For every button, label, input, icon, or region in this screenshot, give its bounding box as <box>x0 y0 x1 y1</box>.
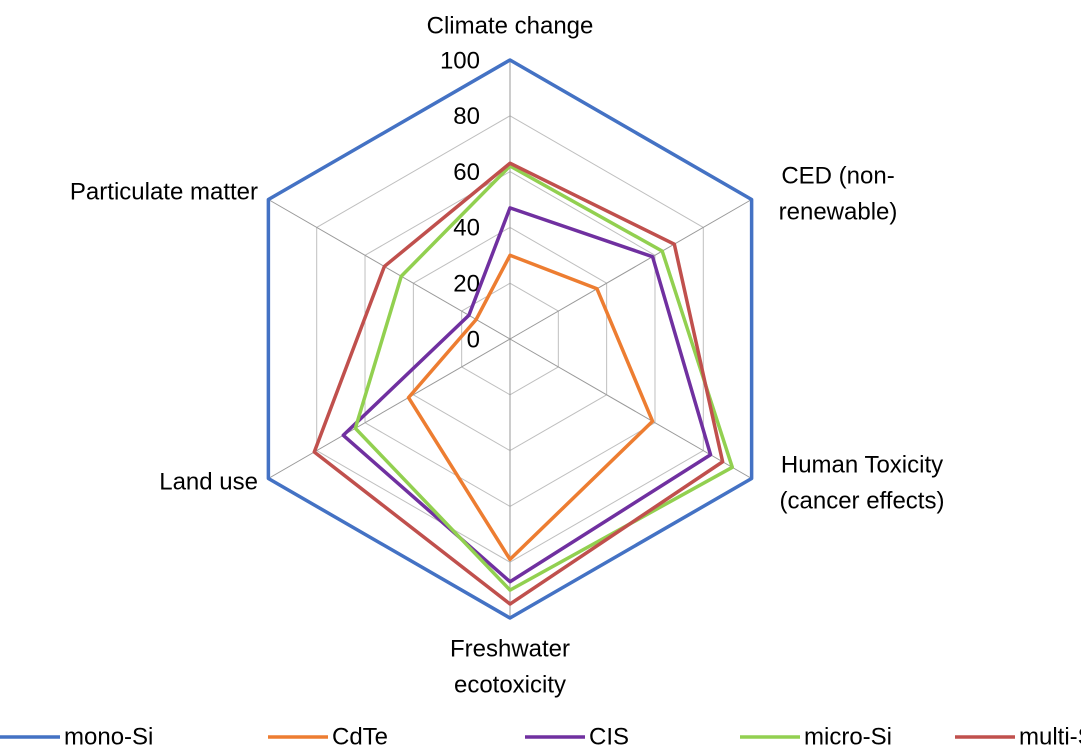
legend-label: CdTe <box>332 723 388 750</box>
series-line <box>312 161 725 606</box>
series-line <box>406 253 655 562</box>
category-label: Human Toxicity <box>781 451 943 478</box>
tick-label: 20 <box>453 271 480 298</box>
category-label: CED (non- <box>781 162 894 189</box>
spoke <box>509 338 752 479</box>
tick-label: 60 <box>453 159 480 186</box>
category-label: Climate change <box>427 12 594 39</box>
spoke <box>268 338 511 479</box>
category-label: Particulate matter <box>70 178 258 205</box>
series-line <box>353 164 735 592</box>
category-label: Land use <box>159 468 258 495</box>
tick-label: 0 <box>467 326 480 353</box>
series-line <box>341 206 713 584</box>
legend-label: mono-Si <box>64 723 153 750</box>
legend-label: micro-Si <box>804 723 892 750</box>
legend-label: multi-Si <box>1019 723 1081 750</box>
category-label: renewable) <box>779 198 898 225</box>
category-label: ecotoxicity <box>454 671 566 698</box>
category-label: Freshwater <box>450 635 570 662</box>
legend-label: CIS <box>589 723 629 750</box>
tick-label: 100 <box>440 47 480 74</box>
spoke <box>509 199 752 340</box>
category-label: (cancer effects) <box>780 487 945 514</box>
series-line <box>266 58 754 620</box>
tick-label: 80 <box>453 103 480 130</box>
